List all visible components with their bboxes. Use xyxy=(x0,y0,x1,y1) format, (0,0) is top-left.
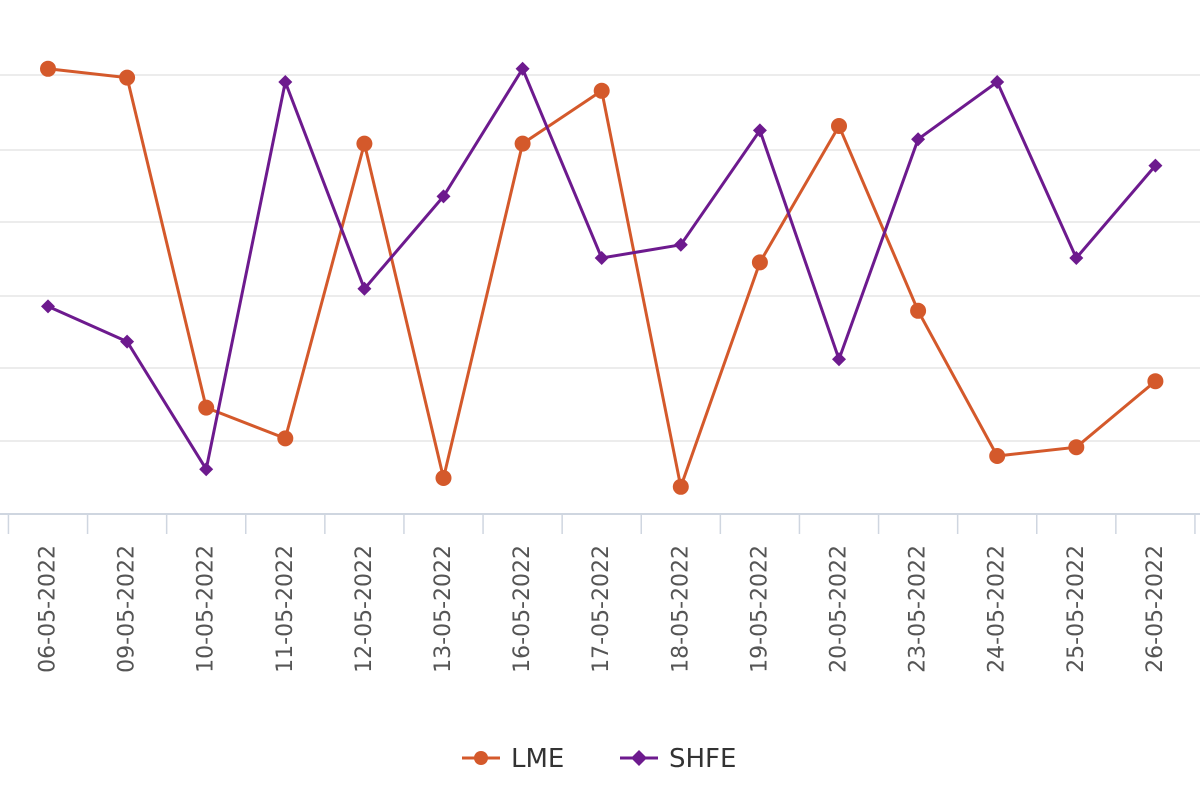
data-point-lme[interactable] xyxy=(1147,373,1164,390)
x-tick-label: 18-05-2022 xyxy=(668,545,693,673)
data-point-shfe[interactable] xyxy=(357,281,372,296)
data-point-shfe[interactable] xyxy=(436,189,451,204)
data-point-shfe[interactable] xyxy=(594,251,609,265)
x-tick-label: 16-05-2022 xyxy=(510,545,535,673)
data-point-lme[interactable] xyxy=(593,82,610,99)
x-tick-label: 09-05-2022 xyxy=(115,545,140,673)
data-point-shfe[interactable] xyxy=(278,75,293,89)
data-point-shfe[interactable] xyxy=(1069,251,1084,265)
data-point-lme[interactable] xyxy=(672,478,689,495)
data-point-lme[interactable] xyxy=(514,135,531,152)
data-point-lme[interactable] xyxy=(1068,439,1085,456)
data-point-shfe[interactable] xyxy=(1148,158,1163,173)
data-point-lme[interactable] xyxy=(989,448,1006,464)
data-point-lme[interactable] xyxy=(435,470,452,486)
x-tick-label: 20-05-2022 xyxy=(827,545,852,673)
series-layer xyxy=(40,60,1164,495)
x-tick-label: 19-05-2022 xyxy=(747,545,772,673)
legend-shfe-label: SHFE xyxy=(669,744,736,774)
legend-item-lme[interactable]: LME xyxy=(462,744,564,774)
legend-lme-label: LME xyxy=(511,744,564,774)
legend[interactable]: LME SHFE xyxy=(462,744,736,774)
data-point-shfe[interactable] xyxy=(199,462,214,477)
data-point-shfe[interactable] xyxy=(515,61,530,76)
x-tick-label: 06-05-2022 xyxy=(36,545,61,673)
x-axis xyxy=(0,513,1200,534)
x-tick-label: 10-05-2022 xyxy=(194,545,219,673)
data-point-lme[interactable] xyxy=(40,60,56,77)
data-point-shfe[interactable] xyxy=(832,352,846,367)
x-tick-label: 24-05-2022 xyxy=(985,545,1010,673)
data-point-lme[interactable] xyxy=(910,302,927,319)
data-point-lme[interactable] xyxy=(751,254,768,271)
data-point-lme[interactable] xyxy=(277,430,294,447)
x-tick-label: 11-05-2022 xyxy=(273,545,298,673)
data-point-lme[interactable] xyxy=(198,399,215,416)
data-point-shfe[interactable] xyxy=(911,132,926,147)
x-tick-label: 23-05-2022 xyxy=(906,545,931,673)
grid-lines xyxy=(0,74,1200,442)
x-tick-label: 17-05-2022 xyxy=(589,545,614,673)
x-tick-label: 26-05-2022 xyxy=(1143,545,1168,673)
legend-shfe-marker xyxy=(631,750,647,766)
data-point-shfe[interactable] xyxy=(673,237,688,252)
data-point-lme[interactable] xyxy=(356,135,373,152)
data-point-shfe[interactable] xyxy=(41,299,55,314)
data-point-lme[interactable] xyxy=(119,69,136,86)
series-lme xyxy=(40,60,1164,495)
data-point-shfe[interactable] xyxy=(120,334,135,349)
x-tick-label: 13-05-2022 xyxy=(431,545,456,673)
series-shfe xyxy=(41,61,1163,477)
legend-lme-marker xyxy=(474,751,488,765)
x-tick-label: 25-05-2022 xyxy=(1064,545,1089,673)
data-point-lme[interactable] xyxy=(831,118,847,134)
data-point-shfe[interactable] xyxy=(752,123,767,138)
x-tick-label: 12-05-2022 xyxy=(352,545,377,673)
data-point-shfe[interactable] xyxy=(990,75,1005,89)
legend-item-shfe[interactable]: SHFE xyxy=(620,744,736,774)
x-tick-labels: 06-05-2022 09-05-2022 10-05-2022 11-05-2022… xyxy=(36,545,1168,673)
